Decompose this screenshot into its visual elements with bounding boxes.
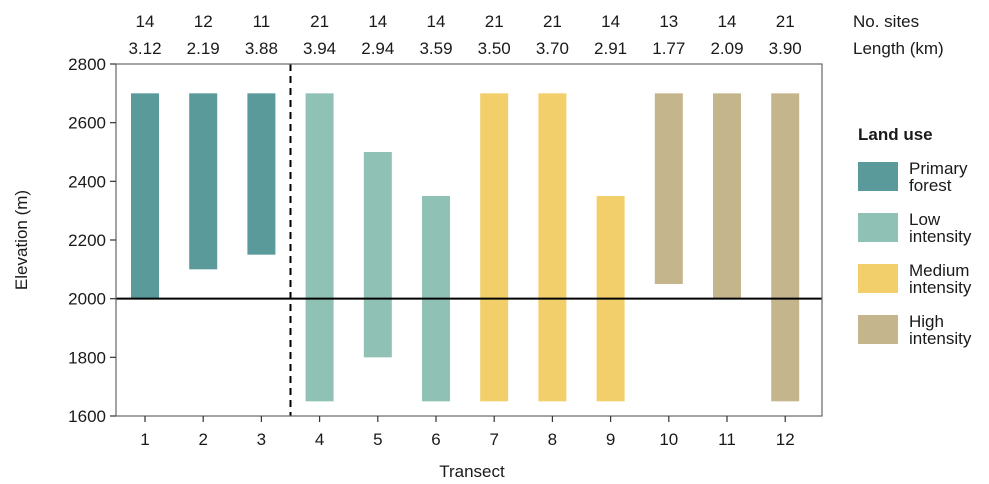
length-label: 3.50	[478, 39, 511, 58]
sites-label: 21	[485, 12, 504, 31]
length-label: 2.09	[710, 39, 743, 58]
range-bar	[480, 93, 509, 402]
sites-row-label: No. sites	[853, 12, 919, 31]
sites-label: 21	[543, 12, 562, 31]
legend-label: Low	[909, 210, 941, 229]
x-tick-label: 8	[548, 430, 557, 449]
range-bar	[538, 93, 567, 402]
y-tick-label: 2800	[68, 55, 106, 74]
range-bar	[247, 93, 276, 255]
legend-label: intensity	[909, 329, 972, 348]
legend-swatch	[858, 264, 898, 293]
x-tick-label: 12	[776, 430, 795, 449]
length-label: 2.19	[187, 39, 220, 58]
sites-label: 14	[718, 12, 737, 31]
length-label: 3.88	[245, 39, 278, 58]
range-bar	[654, 93, 683, 284]
sites-label: 14	[368, 12, 387, 31]
y-tick-label: 2600	[68, 114, 106, 133]
legend-label: intensity	[909, 278, 972, 297]
x-tick-label: 7	[489, 430, 498, 449]
length-label: 3.70	[536, 39, 569, 58]
sites-label: 12	[194, 12, 213, 31]
legend-swatch	[858, 315, 898, 344]
legend-label: High	[909, 312, 944, 331]
x-tick-label: 6	[431, 430, 440, 449]
range-bar	[713, 93, 741, 299]
length-label: 1.77	[652, 39, 685, 58]
x-axis-title: Transect	[439, 462, 505, 481]
legend-swatch	[858, 162, 898, 191]
length-label: 3.12	[128, 39, 161, 58]
y-tick-label: 2200	[68, 231, 106, 250]
y-tick-label: 1600	[68, 407, 106, 426]
sites-label: 14	[136, 12, 155, 31]
x-tick-label: 10	[659, 430, 678, 449]
range-bar	[131, 93, 159, 299]
legend-swatch	[858, 213, 898, 242]
legend: PrimaryforestLowintensityMediumintensity…	[858, 159, 972, 348]
x-tick-label: 9	[606, 430, 615, 449]
legend-label: forest	[909, 176, 952, 195]
x-tick-label: 1	[140, 430, 149, 449]
sites-label: 21	[310, 12, 329, 31]
range-bar	[305, 93, 334, 402]
x-tick-label: 4	[315, 430, 324, 449]
x-tick-label: 5	[373, 430, 382, 449]
x-tick-label: 2	[198, 430, 207, 449]
length-label: 3.59	[419, 39, 452, 58]
legend-label: intensity	[909, 227, 972, 246]
x-tick-label: 11	[718, 430, 736, 449]
length-label: 3.94	[303, 39, 336, 58]
range-bar	[771, 93, 800, 402]
legend-label: Primary	[909, 159, 968, 178]
range-bar	[363, 152, 392, 358]
x-tick-label: 3	[257, 430, 266, 449]
length-label: 3.90	[769, 39, 802, 58]
y-tick-label: 2000	[68, 290, 106, 309]
legend-title: Land use	[858, 125, 933, 144]
y-tick-label: 1800	[68, 348, 106, 367]
y-tick-label: 2400	[68, 172, 106, 191]
y-axis-title: Elevation (m)	[12, 190, 31, 290]
sites-label: 11	[253, 12, 271, 31]
legend-label: Medium	[909, 261, 969, 280]
length-label: 2.91	[594, 39, 627, 58]
sites-label: 14	[601, 12, 620, 31]
sites-label: 21	[776, 12, 795, 31]
length-row-label: Length (km)	[853, 39, 944, 58]
range-bar	[189, 93, 218, 270]
sites-label: 13	[659, 12, 678, 31]
sites-label: 14	[427, 12, 446, 31]
length-label: 2.94	[361, 39, 394, 58]
